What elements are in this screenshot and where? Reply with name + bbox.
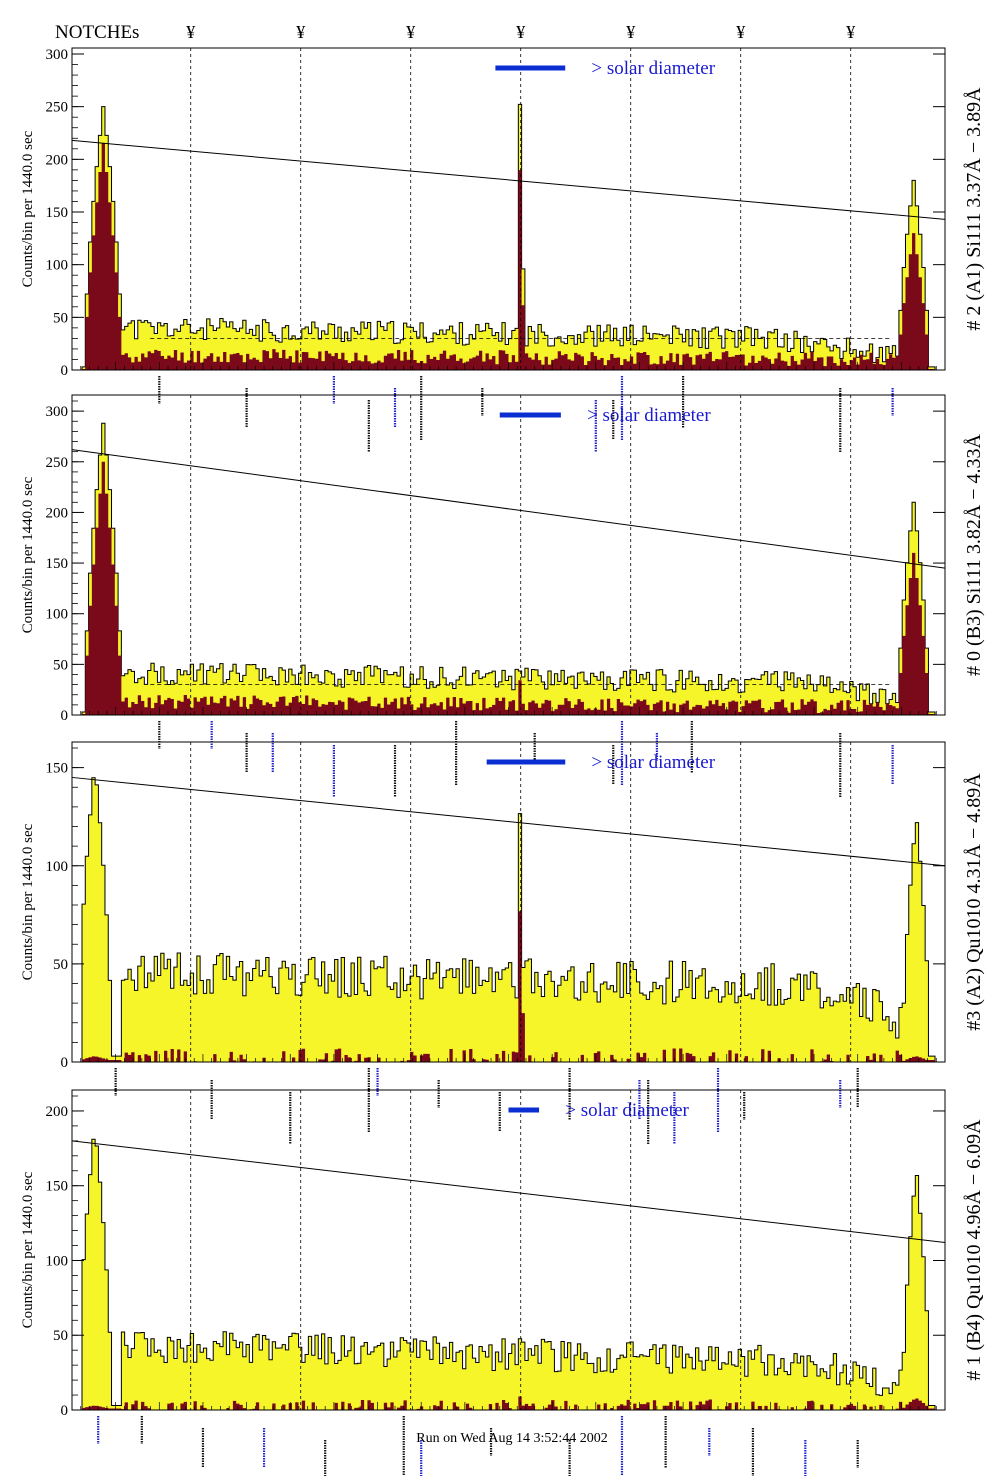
notch-marker-6: ¥ xyxy=(736,22,745,42)
trend-line xyxy=(71,776,946,867)
spectrum-panel-1: 0 50 100 150 200 250 300 Counts/bin per 1440.0 … xyxy=(20,47,985,452)
counts-histogram-main xyxy=(81,1138,936,1411)
y-tick-label-0: 0 xyxy=(61,708,69,724)
y-tick-label-1: 50 xyxy=(53,1328,68,1344)
counts-histogram-main xyxy=(81,777,936,1063)
notch-marker-4: ¥ xyxy=(516,22,525,42)
spectrum-panel-4: 0 50 100 150 200 Counts/bin per 1440.0 sec # 1… xyxy=(20,1089,985,1476)
y-tick-label-5: 250 xyxy=(46,100,69,116)
y-tick-label-2: 100 xyxy=(46,258,69,274)
y-tick-label-3: 150 xyxy=(46,205,69,221)
notch-marker-1: ¥ xyxy=(186,22,195,42)
spectrum-panel-2: 0 50 100 150 200 250 300 Counts/bin per 1440.0 … xyxy=(20,394,985,797)
figure-footer: Run on Wed Aug 14 3:52:44 2002 xyxy=(416,1431,608,1446)
trend-line xyxy=(71,449,946,569)
trend-line xyxy=(71,1140,946,1244)
trend-line xyxy=(71,139,946,220)
y-tick-label-2: 100 xyxy=(46,859,69,875)
run-timestamp: Run on Wed Aug 14 3:52:44 2002 xyxy=(416,1431,608,1446)
line-id-labels xyxy=(158,376,894,452)
solar-diameter-label: > solar diameter xyxy=(565,1100,689,1121)
y-tick-label-2: 100 xyxy=(46,1253,69,1269)
line-id-labels xyxy=(97,1416,859,1476)
detector-label: # 1 (B4) Qu1010 4.96Å − 6.09Å xyxy=(963,1119,985,1381)
y-axis-label: Counts/bin per 1440.0 sec xyxy=(20,476,36,633)
notch-marker-2: ¥ xyxy=(296,22,305,42)
solar-diameter-label: > solar diameter xyxy=(587,405,711,426)
y-tick-label-4: 200 xyxy=(46,152,69,168)
y-tick-label-0: 0 xyxy=(61,1055,69,1071)
y-tick-label-1: 50 xyxy=(53,310,68,326)
y-tick-label-5: 250 xyxy=(46,455,69,471)
notch-marker-7: ¥ xyxy=(846,22,855,42)
y-tick-label-1: 50 xyxy=(53,657,68,673)
detector-label: # 0 (B3) Si111 3.82Å − 4.33Å xyxy=(963,433,985,676)
panel-frame xyxy=(71,47,946,371)
y-tick-label-3: 150 xyxy=(46,556,69,572)
line-id-labels xyxy=(158,721,894,797)
y-axis-label: Counts/bin per 1440.0 sec xyxy=(20,1171,36,1328)
solar-diameter-label: > solar diameter xyxy=(591,752,715,773)
y-axis-label: Counts/bin per 1440.0 sec xyxy=(20,130,36,287)
detector-label: #3 (A2) Qu1010 4.31Å − 4.89Å xyxy=(963,773,985,1031)
y-tick-label-2: 100 xyxy=(46,607,69,623)
y-tick-label-4: 200 xyxy=(46,505,69,521)
y-tick-label-1: 50 xyxy=(53,957,68,973)
spectrum-panels: 0 50 100 150 200 250 300 Counts/bin per 1440.0 … xyxy=(20,47,985,1476)
solar-diameter-label: > solar diameter xyxy=(591,58,715,79)
counts-histogram-main xyxy=(81,103,936,371)
spectrum-panel-3: 0 50 100 150 Counts/bin per 1440.0 sec #3 (A2… xyxy=(20,741,985,1144)
y-tick-label-4: 200 xyxy=(46,1104,69,1120)
y-axis-label: Counts/bin per 1440.0 sec xyxy=(20,823,36,980)
counts-histogram-main xyxy=(81,422,936,716)
y-tick-label-3: 150 xyxy=(46,761,69,777)
notch-marker-3: ¥ xyxy=(406,22,415,42)
line-id-labels xyxy=(114,1068,859,1144)
y-tick-label-6: 300 xyxy=(46,404,69,420)
detector-label: # 2 (A1) Si111 3.37Å − 3.89Å xyxy=(963,87,985,331)
y-tick-label-6: 300 xyxy=(46,47,69,63)
y-tick-label-3: 150 xyxy=(46,1179,69,1195)
notches-label: NOTCHEs xyxy=(55,22,139,43)
notch-marker-5: ¥ xyxy=(626,22,635,42)
y-tick-label-0: 0 xyxy=(61,363,69,379)
notch-header: NOTCHEs ¥ ¥ ¥ ¥ ¥ ¥ ¥ xyxy=(55,22,855,43)
y-tick-label-0: 0 xyxy=(61,1403,69,1419)
